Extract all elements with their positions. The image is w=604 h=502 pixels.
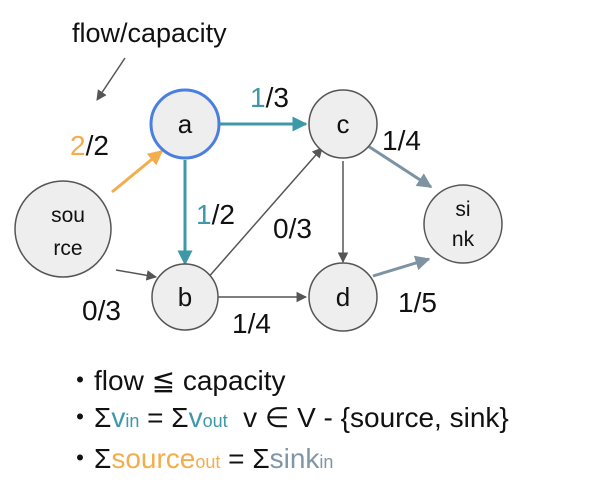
edge-source-a-capacity: /2 <box>86 130 109 161</box>
node-source: sou rce <box>14 180 112 278</box>
edge-a-b-capacity: /2 <box>212 199 235 230</box>
node-source-label-bottom: rce <box>53 237 82 260</box>
edge-source-a <box>111 149 164 194</box>
edge-a-c-label: 1/3 <box>250 82 289 113</box>
equals-sigma: = Σ <box>220 443 270 474</box>
rule-capacity-text: flow ≦ capacity <box>94 365 286 396</box>
node-b-label: b <box>178 282 192 312</box>
edge-d-sink <box>372 255 431 278</box>
edge-c-sink <box>367 144 433 189</box>
node-c-label: c <box>337 109 350 139</box>
equals-sigma: = Σ <box>139 402 189 433</box>
rule-conservation-domain: v ∈ V - {source, sink} <box>227 402 509 433</box>
out-subscript: out <box>195 452 221 472</box>
rule-capacity: ・flow ≦ capacity <box>66 362 601 399</box>
bullet: ・ <box>66 443 95 474</box>
node-sink: si nk <box>423 184 503 264</box>
v-symbol: v <box>111 402 126 433</box>
edge-source-b-label: 0/3 <box>82 295 121 326</box>
node-source-label-top: sou <box>51 204 85 227</box>
edge-source-a-label: 2/2 <box>70 130 109 161</box>
node-b: b <box>151 263 219 331</box>
bullet: ・ <box>66 402 95 433</box>
edge-a-b-label: 1/2 <box>196 199 235 230</box>
sink-term: sink <box>269 443 320 474</box>
node-sink-label-top: si <box>455 198 470 221</box>
sigma-symbol: Σ <box>94 443 112 474</box>
edge-b-c <box>205 147 323 281</box>
rule-conservation: ・Σvin = Σvout v ∈ V - {source, sink} <box>66 399 601 440</box>
node-a: a <box>149 88 221 160</box>
flow-capacity-label: flow/capacity <box>72 18 227 48</box>
edge-b-d-label: 1/4 <box>232 308 271 339</box>
node-d: d <box>308 262 378 332</box>
edge-source-a-flow: 2 <box>70 130 86 161</box>
v-symbol: v <box>188 402 203 433</box>
node-d-label: d <box>336 282 350 312</box>
in-subscript: in <box>319 452 334 472</box>
edge-a-c-flow: 1 <box>250 82 266 113</box>
bullet: ・ <box>66 365 95 396</box>
out-subscript: out <box>202 411 228 431</box>
edge-c-sink-label: 1/4 <box>382 125 421 156</box>
in-subscript: in <box>125 411 140 431</box>
edge-a-c-capacity: /3 <box>266 82 289 113</box>
edge-a-b-flow: 1 <box>196 199 212 230</box>
sigma-symbol: Σ <box>94 402 112 433</box>
node-sink-label-bottom: nk <box>452 228 475 251</box>
label-pointer-arrow <box>96 57 126 101</box>
rule-source-sink: ・Σsourceout = Σsinkin <box>66 440 601 481</box>
node-c: c <box>308 89 378 159</box>
source-term: source <box>111 443 196 474</box>
edge-b-c-label: 0/3 <box>273 213 312 244</box>
edge-d-sink-label: 1/5 <box>398 287 437 318</box>
constraint-rules: ・flow ≦ capacity ・Σvin = Σvout v ∈ V - {… <box>66 362 601 481</box>
node-a-label: a <box>178 109 193 139</box>
edge-source-b <box>115 269 158 281</box>
